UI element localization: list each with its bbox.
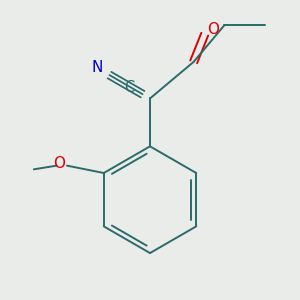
Text: N: N xyxy=(91,59,103,74)
Text: O: O xyxy=(208,22,220,37)
Text: O: O xyxy=(53,156,65,171)
Text: C: C xyxy=(124,80,135,95)
